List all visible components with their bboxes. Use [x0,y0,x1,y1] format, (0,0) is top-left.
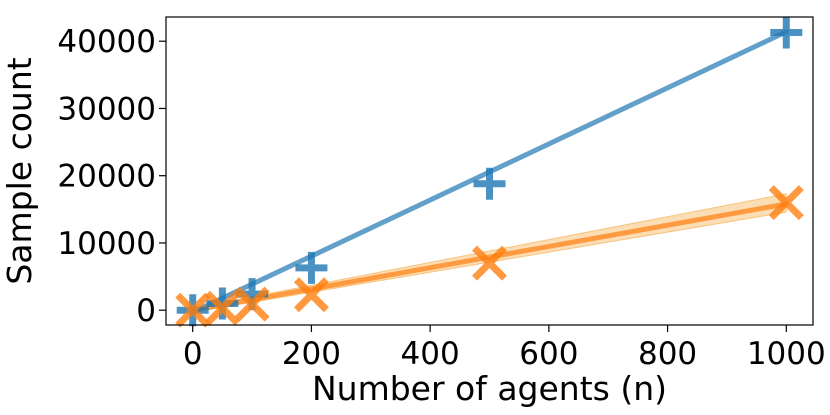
data-markers [175,16,804,328]
plot-frame [165,16,814,326]
y-tick-label-4: 40000 [57,24,156,60]
x-tick-label-5: 1000 [747,336,826,372]
y-axis-label: Sample count [0,57,39,284]
y-tick-label-2: 20000 [57,159,156,195]
series-1-point-4 [472,245,507,281]
x-tick-label-2: 400 [401,336,460,372]
series-1-point-1 [204,290,240,326]
series-1-point-2 [234,286,270,322]
y-tick-label-3: 30000 [57,91,156,127]
series-1-point-5 [768,185,804,221]
series-0-point-3 [295,251,328,284]
x-tick-label-3: 600 [519,336,578,372]
y-tick-label-0: 0 [136,293,156,329]
series-1-point-0 [175,292,211,328]
x-tick-label-0: 0 [183,336,203,372]
x-axis-ticks: 0 200 400 600 800 1000 [183,325,826,372]
x-tick-label-4: 800 [638,336,697,372]
series-1-fit-line [190,201,789,313]
x-axis-label: Number of agents (n) [312,369,667,408]
series-0-point-5 [770,16,803,49]
series-0-point-4 [473,167,506,200]
x-tick-label-1: 200 [282,336,341,372]
y-axis-ticks: 0 10000 20000 30000 40000 [57,24,166,329]
y-tick-label-1: 10000 [57,226,156,262]
series-1-point-3 [293,277,329,313]
